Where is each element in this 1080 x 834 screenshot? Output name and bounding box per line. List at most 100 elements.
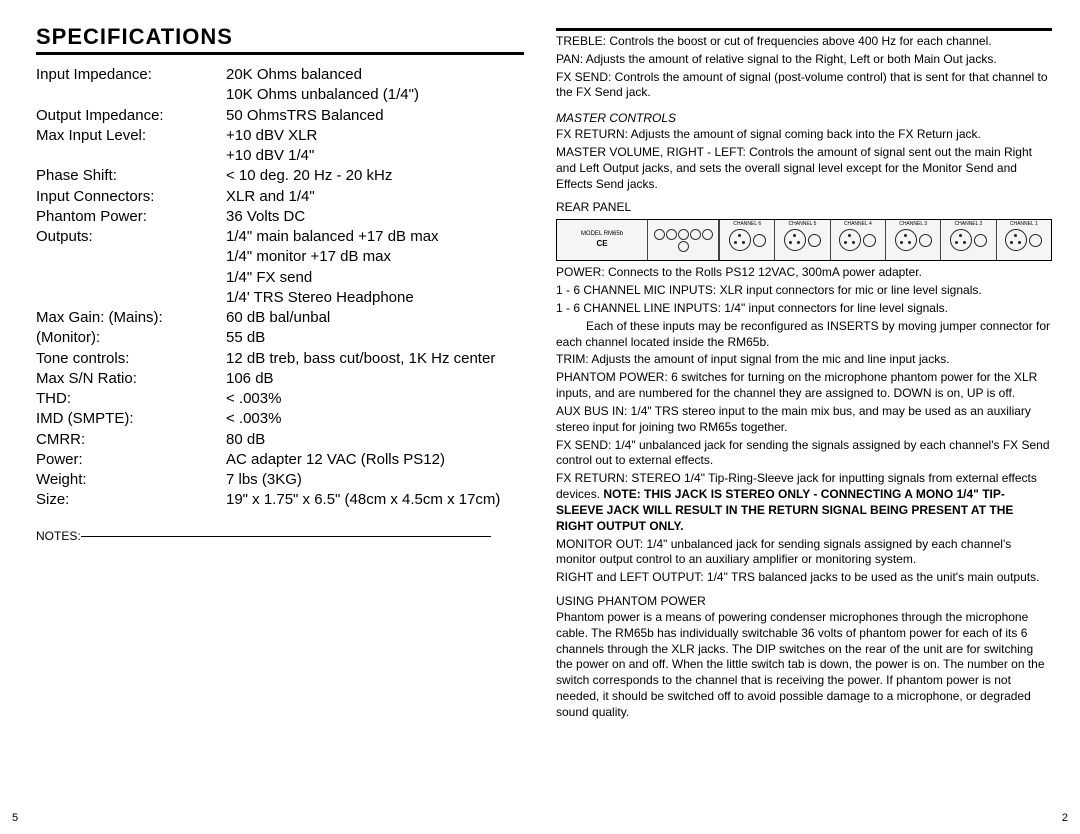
- spec-label: Max Gain: (Mains):: [36, 308, 226, 328]
- spec-row: Phantom Power:36 Volts DC: [36, 207, 524, 227]
- spec-value: 20K Ohms balanced: [226, 65, 524, 85]
- spec-value: 80 dB: [226, 430, 524, 450]
- spec-value: < .003%: [226, 389, 524, 409]
- spec-value: 106 dB: [226, 369, 524, 389]
- rear-para: 1 - 6 CHANNEL LINE INPUTS: 1/4" input co…: [556, 301, 1052, 317]
- notes-line: NOTES:: [36, 529, 524, 543]
- spec-label: THD:: [36, 389, 226, 409]
- rear-channel: CHANNEL 1: [996, 220, 1051, 260]
- rear-channel: CHANNEL 3: [885, 220, 940, 260]
- rear-para: FX SEND: 1/4" unbalanced jack for sendin…: [556, 438, 1052, 470]
- rear-para: POWER: Connects to the Rolls PS12 12VAC,…: [556, 265, 1052, 281]
- line-jack-icon: [1029, 234, 1042, 247]
- channel-label: CHANNEL 5: [775, 221, 829, 228]
- aux-jack-icon: [678, 229, 689, 240]
- master-para: MASTER VOLUME, RIGHT - LEFT: Controls th…: [556, 145, 1052, 192]
- spec-row: CMRR:80 dB: [36, 430, 524, 450]
- spec-label: Output Impedance:: [36, 106, 226, 126]
- xlr-connector-icon: [729, 229, 751, 251]
- spec-row: Input Impedance:20K Ohms balanced: [36, 65, 524, 85]
- page-number-left: 5: [12, 812, 18, 824]
- spec-row: Max Gain: (Mains):60 dB bal/unbal: [36, 308, 524, 328]
- spec-row: Size:19" x 1.75" x 6.5" (48cm x 4.5cm x …: [36, 490, 524, 510]
- xlr-connector-icon: [950, 229, 972, 251]
- aux-jack-icon: [678, 241, 689, 252]
- top-para: FX SEND: Controls the amount of signal (…: [556, 70, 1052, 102]
- spec-value-continuation: 10K Ohms unbalanced (1/4"): [226, 85, 524, 105]
- line-jack-icon: [808, 234, 821, 247]
- spec-value: < 10 deg. 20 Hz - 20 kHz: [226, 166, 524, 186]
- spec-label: Phase Shift:: [36, 166, 226, 186]
- rear-para: RIGHT and LEFT OUTPUT: 1/4" TRS balanced…: [556, 570, 1052, 586]
- spec-row: THD:< .003%: [36, 389, 524, 409]
- spec-value: 12 dB treb, bass cut/boost, 1K Hz center: [226, 349, 524, 369]
- spec-value: +10 dBV XLR: [226, 126, 524, 146]
- specifications-list: Input Impedance:20K Ohms balanced10K Ohm…: [36, 65, 524, 511]
- spec-label: Phantom Power:: [36, 207, 226, 227]
- spec-row: IMD (SMPTE):< .003%: [36, 409, 524, 429]
- spec-row: Input Connectors:XLR and 1/4": [36, 187, 524, 207]
- rear-channel: CHANNEL 4: [830, 220, 885, 260]
- spec-label: Power:: [36, 450, 226, 470]
- aux-jack-icon: [654, 229, 665, 240]
- channel-label: CHANNEL 4: [831, 221, 885, 228]
- aux-jack-icon: [702, 229, 713, 240]
- spec-value: 60 dB bal/unbal: [226, 308, 524, 328]
- rear-para: AUX BUS IN: 1/4" TRS stereo input to the…: [556, 404, 1052, 436]
- rear-panel-diagram: MODEL RM65b CE CHANNEL 6CHANNEL 5CHANNEL…: [556, 219, 1052, 261]
- right-page: TREBLE: Controls the boost or cut of fre…: [540, 0, 1080, 834]
- rear-channel: CHANNEL 6: [719, 220, 774, 260]
- spec-label: Max S/N Ratio:: [36, 369, 226, 389]
- xlr-connector-icon: [839, 229, 861, 251]
- spec-row: Outputs:1/4" main balanced +17 dB max: [36, 227, 524, 247]
- master-para: FX RETURN: Adjusts the amount of signal …: [556, 127, 1052, 143]
- spec-label: Input Connectors:: [36, 187, 226, 207]
- channel-label: CHANNEL 3: [886, 221, 940, 228]
- spec-row: Weight:7 lbs (3KG): [36, 470, 524, 490]
- top-para: PAN: Adjusts the amount of relative sign…: [556, 52, 1052, 68]
- rear-model-label: MODEL RM65b: [581, 231, 623, 239]
- spec-value: 50 OhmsTRS Balanced: [226, 106, 524, 126]
- aux-jack-icon: [666, 229, 677, 240]
- spec-value: 1/4" main balanced +17 dB max: [226, 227, 524, 247]
- spec-value: 55 dB: [226, 328, 524, 348]
- rear-panel-heading: REAR PANEL: [556, 200, 1052, 216]
- aux-jack-icon: [690, 229, 701, 240]
- spec-row: (Monitor):55 dB: [36, 328, 524, 348]
- rear-panel-channels: CHANNEL 6CHANNEL 5CHANNEL 4CHANNEL 3CHAN…: [719, 220, 1051, 260]
- spec-row: Phase Shift:< 10 deg. 20 Hz - 20 kHz: [36, 166, 524, 186]
- channel-label: CHANNEL 1: [997, 221, 1051, 228]
- top-para: TREBLE: Controls the boost or cut of fre…: [556, 34, 1052, 50]
- rear-indent-para: Each of these inputs may be reconfigured…: [556, 319, 1052, 351]
- rear-para: MONITOR OUT: 1/4" unbalanced jack for se…: [556, 537, 1052, 569]
- line-jack-icon: [919, 234, 932, 247]
- spec-row: Power:AC adapter 12 VAC (Rolls PS12): [36, 450, 524, 470]
- spec-value: 7 lbs (3KG): [226, 470, 524, 490]
- line-jack-icon: [974, 234, 987, 247]
- xlr-connector-icon: [784, 229, 806, 251]
- spec-label: CMRR:: [36, 430, 226, 450]
- spec-value-continuation: 1/4" monitor +17 dB max: [226, 247, 524, 267]
- specifications-title: SPECIFICATIONS: [36, 24, 524, 55]
- spec-value: AC adapter 12 VAC (Rolls PS12): [226, 450, 524, 470]
- fx-return-para: FX RETURN: STEREO 1/4" Tip-Ring-Sleeve j…: [556, 471, 1052, 534]
- spec-value: < .003%: [226, 409, 524, 429]
- spec-row: Tone controls:12 dB treb, bass cut/boost…: [36, 349, 524, 369]
- rear-para: PHANTOM POWER: 6 switches for turning on…: [556, 370, 1052, 402]
- ce-mark: CE: [596, 239, 607, 250]
- rear-channel: CHANNEL 2: [940, 220, 995, 260]
- spec-value: 36 Volts DC: [226, 207, 524, 227]
- spec-value-continuation: 1/4' TRS Stereo Headphone: [226, 288, 524, 308]
- spec-label: Tone controls:: [36, 349, 226, 369]
- master-controls-heading: MASTER CONTROLS: [556, 111, 1052, 127]
- spec-value: 19" x 1.75" x 6.5" (48cm x 4.5cm x 17cm): [226, 490, 524, 510]
- spec-row: Max Input Level:+10 dBV XLR: [36, 126, 524, 146]
- spec-value: XLR and 1/4": [226, 187, 524, 207]
- spec-value-continuation: +10 dBV 1/4": [226, 146, 524, 166]
- spec-label: Max Input Level:: [36, 126, 226, 146]
- phantom-power-heading: USING PHANTOM POWER: [556, 594, 1052, 610]
- rear-para: 1 - 6 CHANNEL MIC INPUTS: XLR input conn…: [556, 283, 1052, 299]
- right-column-text: TREBLE: Controls the boost or cut of fre…: [556, 34, 1052, 721]
- rear-channel: CHANNEL 5: [774, 220, 829, 260]
- spec-label: IMD (SMPTE):: [36, 409, 226, 429]
